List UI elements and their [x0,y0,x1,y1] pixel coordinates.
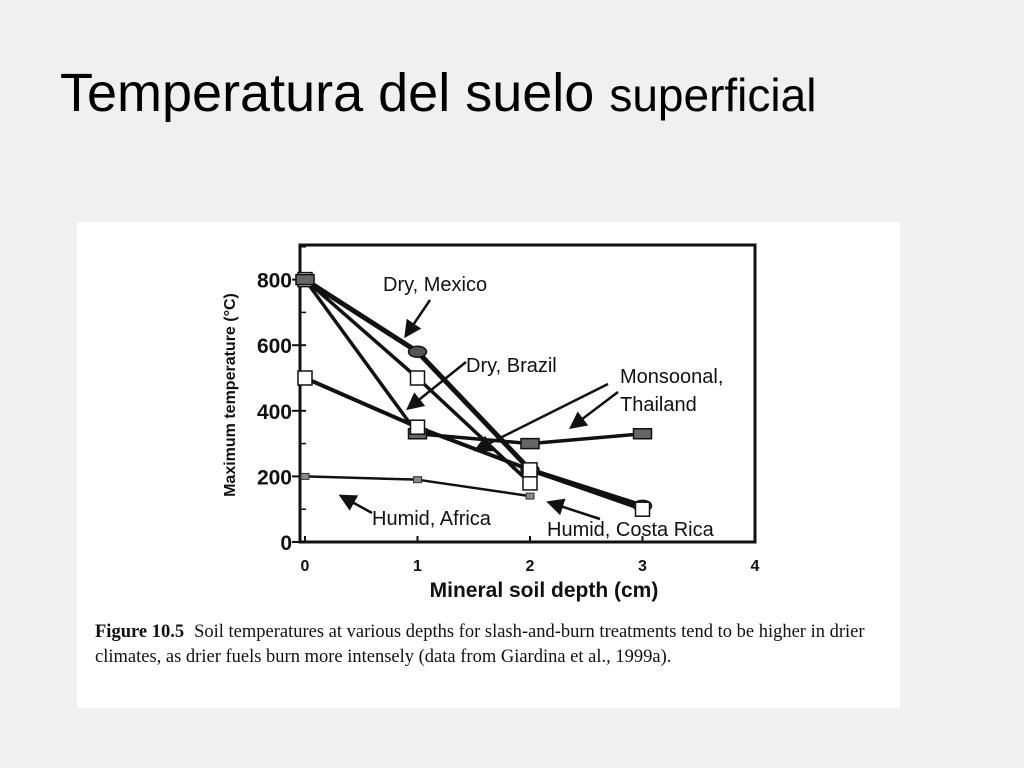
data-point [409,370,426,386]
plot-area [298,243,757,544]
data-point [525,492,535,500]
annotation-label: Dry, Brazil [466,355,557,377]
data-point [522,462,538,478]
caption-label: Figure 10.5 [95,622,185,642]
annotation-arrow [569,391,619,430]
x-tick-label: 4 [751,558,760,575]
annotation-arrow [546,498,601,521]
y-tick-label: 800 [257,270,292,293]
annotation-arrow [473,382,609,452]
annotation-arrow [406,361,467,411]
data-point [520,437,540,450]
x-tick-label: 3 [638,558,647,575]
y-tick-label: 200 [257,466,292,489]
x-tick-label: 1 [413,558,422,575]
data-point [297,370,313,386]
annotation-label: Monsoonal, [620,366,723,388]
annotation-label: Humid, Costa Rica [547,519,715,541]
data-point [295,273,315,286]
page-title: Temperatura del suelo superficial [60,62,816,124]
data-point [300,472,310,480]
x-tick-label: 2 [526,558,535,575]
data-point [407,345,428,359]
annotation-arrow [338,494,373,515]
data-point [413,476,422,484]
annotation-arrow [404,299,432,339]
data-point [632,428,653,440]
data-point [634,501,651,517]
series-line [304,376,644,512]
y-tick-label: 400 [257,401,292,424]
caption-text: Soil temperatures at various depths for … [95,622,865,667]
y-tick-label: 0 [280,532,292,555]
data-point [409,419,426,435]
annotation-label: Humid, Africa [372,508,492,530]
title-suffix: superficial [609,69,817,121]
data-point [522,475,538,491]
y-tick-label: 600 [257,335,292,358]
x-axis-title: Mineral soil depth (cm) [430,579,659,602]
title-main: Temperatura del suelo [60,63,595,123]
figure-panel [77,222,900,708]
x-tick-label: 0 [301,558,310,575]
figure-caption: Figure 10.5 Soil temperatures at various … [95,620,895,670]
y-axis-title: Maximum temperature (°C) [222,293,239,497]
annotation-label: Dry, Mexico [383,274,487,296]
annotation-label: Thailand [620,394,697,416]
